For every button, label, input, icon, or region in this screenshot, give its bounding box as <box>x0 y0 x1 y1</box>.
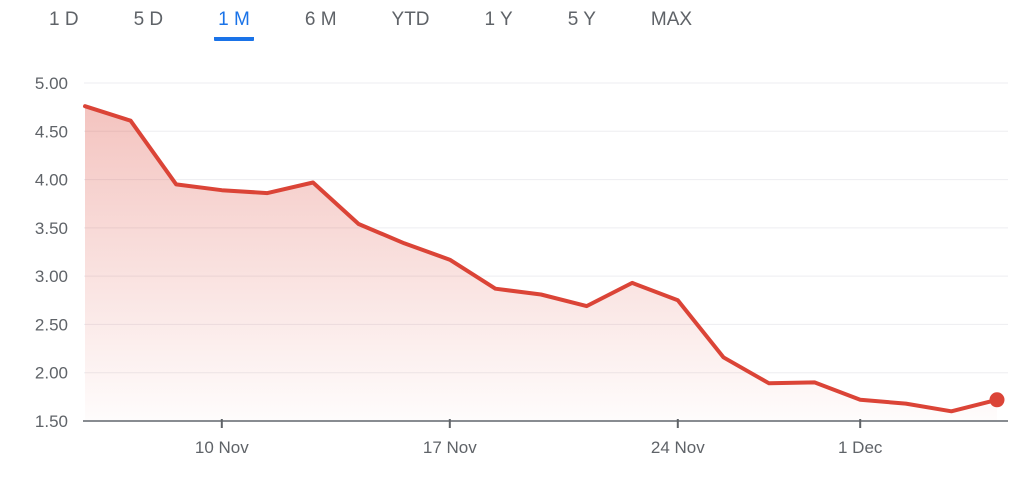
tab-ytd[interactable]: YTD <box>391 9 430 30</box>
y-tick-label: 3.00 <box>35 267 68 286</box>
tab-5d[interactable]: 5 D <box>133 9 164 30</box>
y-axis-labels: 5.00 4.50 4.00 3.50 3.00 2.50 2.00 1.50 <box>35 74 68 431</box>
y-tick-label: 3.50 <box>35 219 68 238</box>
x-axis-ticks <box>220 419 862 428</box>
tab-5y[interactable]: 5 Y <box>567 9 596 30</box>
y-tick-label: 1.50 <box>35 412 68 431</box>
x-tick-label: 24 Nov <box>651 438 705 457</box>
y-tick-label: 5.00 <box>35 74 68 93</box>
y-tick-label: 2.00 <box>35 364 68 383</box>
y-tick-label: 4.50 <box>35 122 68 141</box>
tab-6m[interactable]: 6 M <box>304 9 337 30</box>
area-fill <box>85 106 997 421</box>
time-range-tabs: 1 D 5 D 1 M 6 M YTD 1 Y 5 Y MAX <box>45 8 696 41</box>
y-tick-label: 2.50 <box>35 315 68 334</box>
tab-1m[interactable]: 1 M <box>214 8 254 41</box>
x-tick-label: 17 Nov <box>423 438 477 457</box>
price-line <box>83 104 999 414</box>
tab-1y[interactable]: 1 Y <box>484 9 513 30</box>
x-axis-labels: 10 Nov 17 Nov 24 Nov 1 Dec <box>195 438 883 457</box>
tab-max[interactable]: MAX <box>650 9 693 30</box>
x-tick-label: 10 Nov <box>195 438 249 457</box>
x-tick-label: 1 Dec <box>838 438 883 457</box>
tab-1d[interactable]: 1 D <box>49 9 79 30</box>
y-tick-label: 4.00 <box>35 171 68 190</box>
last-price-dot <box>989 392 1005 408</box>
